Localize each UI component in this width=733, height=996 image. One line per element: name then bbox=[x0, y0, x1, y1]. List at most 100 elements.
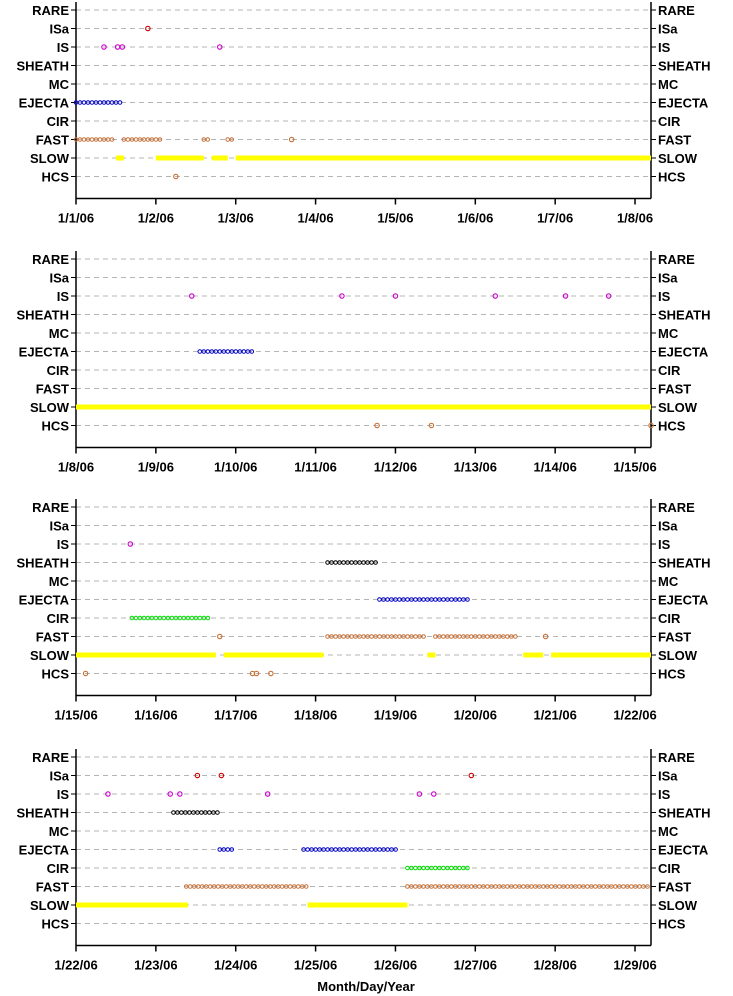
run-point-sheath bbox=[373, 560, 378, 565]
run-point-fast bbox=[89, 137, 95, 142]
x-tick-label: 1/20/06 bbox=[454, 708, 497, 723]
y-tick-label-right: IS bbox=[658, 40, 671, 55]
y-tick-label-left: FAST bbox=[36, 630, 69, 645]
run-point-fast bbox=[549, 884, 554, 889]
y-tick-label-right: HCS bbox=[658, 667, 686, 682]
y-tick-label-right: CIR bbox=[658, 114, 681, 129]
y-tick-label-left: FAST bbox=[36, 133, 69, 148]
run-point-ejecta bbox=[405, 597, 410, 602]
run-point-cir bbox=[449, 865, 454, 871]
run-fast bbox=[201, 137, 211, 142]
run-slow bbox=[223, 652, 324, 658]
run-point-sheath bbox=[333, 560, 338, 565]
run-point-ejecta bbox=[413, 597, 418, 602]
x-tick-label: 1/12/06 bbox=[374, 460, 417, 475]
y-tick-label-right: FAST bbox=[658, 382, 691, 397]
y-tick-label-right: RARE bbox=[658, 3, 695, 18]
x-axis-label: Month/Day/Year bbox=[317, 979, 415, 994]
run-point-ejecta bbox=[197, 349, 203, 354]
x-tick-label: 1/14/06 bbox=[533, 460, 576, 475]
panels: RARE RARE ISa ISa IS IS SHEATH SHEATH MC MC EJECTA… bbox=[17, 2, 710, 973]
y-tick-label-right: HCS bbox=[658, 917, 686, 932]
event-point-fast bbox=[288, 136, 295, 143]
event-point-isa bbox=[218, 772, 225, 779]
event-point-hcs bbox=[173, 173, 179, 180]
x-tick-label: 1/21/06 bbox=[533, 708, 576, 723]
run-point-fast bbox=[405, 634, 410, 639]
y-tick-label-right: HCS bbox=[658, 419, 686, 434]
y-tick-label-right: SLOW bbox=[658, 400, 698, 415]
y-tick-label-left: SHEATH bbox=[17, 556, 69, 571]
run-point-fast bbox=[205, 137, 211, 142]
y-tick-label-right: SHEATH bbox=[658, 59, 710, 74]
x-tick-label: 1/8/06 bbox=[617, 211, 653, 226]
y-tick-label-left: IS bbox=[57, 537, 70, 552]
run-point-fast bbox=[225, 137, 231, 142]
y-tick-label-left: EJECTA bbox=[19, 593, 70, 608]
run-ejecta bbox=[301, 847, 398, 852]
x-tick-label: 1/15/06 bbox=[613, 460, 656, 475]
event-point-is bbox=[101, 44, 107, 50]
y-tick-label-right: CIR bbox=[658, 363, 681, 378]
x-tick-label: 1/7/06 bbox=[537, 211, 573, 226]
x-tick-label: 1/16/06 bbox=[134, 708, 177, 723]
y-tick-label-left: FAST bbox=[36, 880, 69, 895]
run-point-cir bbox=[441, 865, 446, 871]
y-tick-label-right: SHEATH bbox=[658, 806, 710, 821]
y-tick-label-left: ISa bbox=[49, 769, 69, 784]
run-fast bbox=[433, 634, 518, 639]
y-tick-label-left: SLOW bbox=[30, 151, 70, 166]
x-tick-label: 1/3/06 bbox=[218, 211, 254, 226]
y-tick-label-right: IS bbox=[658, 787, 671, 802]
y-tick-label-right: IS bbox=[658, 289, 671, 304]
run-point-cir bbox=[205, 615, 211, 621]
run-ejecta bbox=[73, 100, 123, 105]
x-tick-label: 1/8/06 bbox=[58, 460, 94, 475]
y-tick-label-right: SHEATH bbox=[658, 308, 710, 323]
event-point-hcs bbox=[253, 670, 260, 677]
run-slow bbox=[76, 652, 216, 658]
run-point-fast bbox=[485, 634, 490, 639]
run-point-fast bbox=[585, 884, 590, 889]
event-point-fast bbox=[542, 633, 549, 640]
y-tick-label-right: MC bbox=[658, 824, 679, 839]
y-tick-label-right: ISa bbox=[658, 769, 678, 784]
event-point-is bbox=[119, 44, 126, 50]
y-tick-label-left: HCS bbox=[42, 419, 70, 434]
run-point-fast bbox=[341, 634, 346, 639]
event-point-hcs bbox=[268, 670, 274, 677]
run-point-fast bbox=[441, 884, 446, 889]
y-tick-label-left: EJECTA bbox=[19, 843, 70, 858]
run-point-ejecta bbox=[305, 847, 310, 852]
event-point-isa bbox=[145, 25, 151, 32]
x-tick-label: 1/22/06 bbox=[613, 708, 656, 723]
y-tick-label-right: HCS bbox=[658, 170, 686, 185]
y-tick-label-right: MC bbox=[658, 77, 679, 92]
y-tick-label-left: HCS bbox=[42, 667, 70, 682]
x-tick-label: 1/23/06 bbox=[134, 958, 177, 973]
x-tick-label: 1/2/06 bbox=[138, 211, 174, 226]
run-point-fast bbox=[421, 634, 426, 639]
run-point-fast bbox=[287, 884, 293, 889]
run-ejecta bbox=[217, 847, 235, 852]
run-point-fast bbox=[513, 884, 518, 889]
run-sheath bbox=[325, 560, 378, 565]
event-point-hcs bbox=[82, 670, 89, 677]
event-point-is bbox=[605, 293, 612, 299]
x-tick-label: 1/25/06 bbox=[294, 958, 337, 973]
y-tick-label-right: FAST bbox=[658, 133, 691, 148]
y-tick-label-left: MC bbox=[49, 77, 70, 92]
run-point-sheath bbox=[179, 810, 184, 815]
y-tick-label-left: MC bbox=[49, 824, 70, 839]
y-tick-label-left: HCS bbox=[42, 170, 70, 185]
run-point-sheath bbox=[215, 810, 220, 815]
y-tick-label-right: SHEATH bbox=[658, 556, 710, 571]
y-tick-label-right: CIR bbox=[658, 611, 681, 626]
y-tick-label-left: SHEATH bbox=[17, 308, 69, 323]
x-tick-label: 1/5/06 bbox=[377, 211, 413, 226]
event-point-is bbox=[562, 293, 569, 299]
run-point-fast bbox=[645, 884, 650, 889]
x-tick-label: 1/19/06 bbox=[374, 708, 417, 723]
run-point-cir bbox=[197, 615, 203, 621]
x-tick-label: 1/27/06 bbox=[454, 958, 497, 973]
